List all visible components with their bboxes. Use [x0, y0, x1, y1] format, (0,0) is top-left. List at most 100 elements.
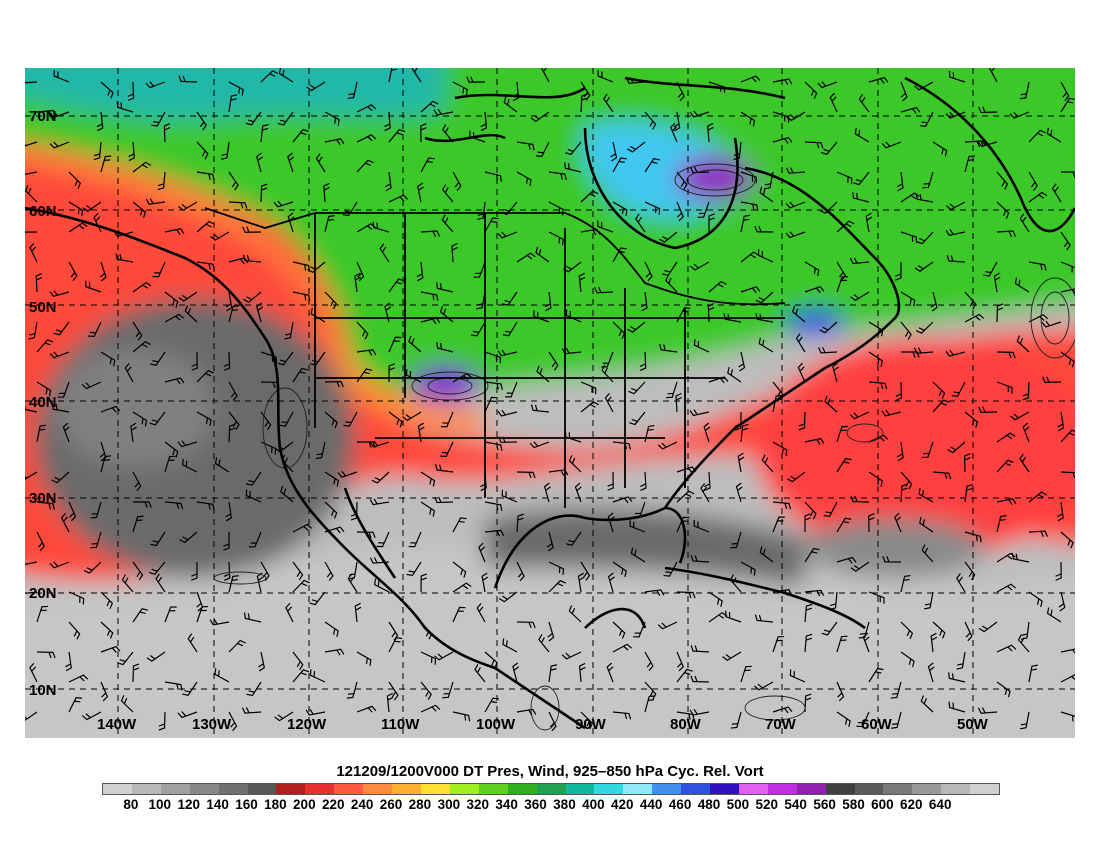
wind-barb: [25, 230, 38, 233]
wind-barb: [612, 711, 632, 720]
wind-barb: [580, 93, 588, 113]
colorbar-swatch: [623, 784, 653, 794]
wind-barb: [644, 157, 660, 173]
wind-barb: [132, 561, 144, 581]
wind-barb: [1060, 97, 1075, 113]
wind-barb: [797, 362, 806, 383]
wind-barb: [640, 471, 647, 492]
wind-barb: [919, 517, 934, 533]
wind-barb: [292, 367, 308, 383]
wind-barb: [633, 621, 646, 638]
wind-barb: [740, 214, 751, 233]
wind-barb: [225, 501, 232, 522]
wind-barb: [347, 81, 358, 100]
wind-barb: [538, 634, 550, 653]
wind-barb: [115, 253, 134, 263]
map-panel: 70N 60N 50N 40N 30N 20N 10N 140W 130W 12…: [25, 68, 1075, 738]
wind-barb: [740, 561, 756, 576]
wind-barb: [704, 471, 711, 492]
wind-barb: [548, 711, 557, 732]
wind-barb: [574, 482, 582, 503]
wind-barb: [228, 201, 248, 209]
latitude-labels: 70N 60N 50N 40N 30N 20N 10N: [29, 108, 57, 699]
wind-barb: [36, 339, 54, 353]
wind-barb: [565, 309, 582, 323]
wind-barb: [1060, 429, 1075, 443]
wind-barb: [187, 633, 198, 653]
wind-barb: [49, 141, 70, 149]
wind-barb: [772, 501, 792, 510]
wind-barb: [900, 81, 908, 102]
wind-barb: [754, 614, 774, 623]
wind-barb: [996, 432, 1016, 443]
wind-barb: [993, 272, 1001, 293]
wind-barb: [754, 681, 774, 691]
wind-barb: [284, 321, 294, 340]
wind-barb: [789, 669, 806, 683]
wind-barb: [497, 349, 518, 357]
colorbar-swatch: [507, 784, 537, 794]
wind-barb: [36, 531, 45, 552]
wind-barb: [578, 272, 586, 293]
wind-barb: [388, 637, 403, 653]
colorbar-swatch: [710, 784, 739, 794]
wind-barb: [548, 351, 559, 371]
wind-barb: [1046, 127, 1062, 143]
wind-barb: [566, 531, 582, 546]
wind-barb: [132, 281, 152, 293]
wind-barb: [164, 291, 179, 308]
wind-barb: [369, 440, 390, 448]
wind-barb: [612, 643, 633, 653]
wind-barb: [246, 471, 262, 486]
wind-barb: [730, 531, 742, 549]
wind-barb: [25, 404, 38, 413]
wind-barb: [1017, 634, 1030, 653]
wind-barb: [1060, 648, 1075, 655]
wind-barb: [68, 591, 85, 605]
wind-barb: [273, 200, 294, 208]
wind-barb: [242, 226, 262, 233]
wind-barb: [540, 68, 550, 83]
wind-barb: [804, 501, 817, 520]
colorbar-label: 360: [524, 797, 547, 812]
wind-barb: [60, 512, 70, 533]
wind-barb: [791, 305, 806, 323]
wind-barb: [502, 321, 518, 337]
wind-barb: [629, 520, 646, 533]
wind-barb: [900, 192, 920, 203]
wind-barb: [452, 582, 472, 593]
wind-barb: [420, 157, 435, 173]
wind-barb: [25, 471, 38, 480]
wind-barb: [568, 605, 582, 623]
wind-barb: [285, 602, 294, 623]
wind-barb: [324, 138, 345, 146]
wind-barb: [164, 377, 185, 385]
wind-barb: [1028, 191, 1048, 203]
wind-barb: [484, 217, 499, 233]
lon-label: 60W: [861, 716, 893, 733]
wind-barb: [248, 531, 262, 548]
wind-barb: [388, 336, 402, 353]
wind-barb: [210, 231, 230, 241]
wind-barb: [196, 369, 215, 383]
wind-barb: [182, 458, 198, 473]
wind-barb: [823, 501, 838, 517]
wind-barb: [1028, 664, 1038, 683]
wind-barb: [292, 523, 313, 533]
wind-barb: [1022, 422, 1030, 443]
wind-barb: [1011, 552, 1030, 563]
wind-barb: [854, 127, 870, 143]
wind-barb: [243, 291, 262, 303]
wind-barb: [417, 422, 425, 443]
wind-barb: [708, 591, 723, 608]
wind-barb: [420, 230, 441, 237]
wind-barb: [1051, 183, 1062, 203]
wind-barb: [292, 561, 304, 581]
wind-barb: [1019, 213, 1030, 233]
wind-barb: [440, 441, 454, 458]
wind-barb: [535, 246, 550, 263]
wind-barb: [132, 515, 144, 533]
colorbar-swatch: [767, 784, 797, 794]
wind-barb: [452, 517, 467, 533]
wind-barb: [740, 201, 759, 211]
